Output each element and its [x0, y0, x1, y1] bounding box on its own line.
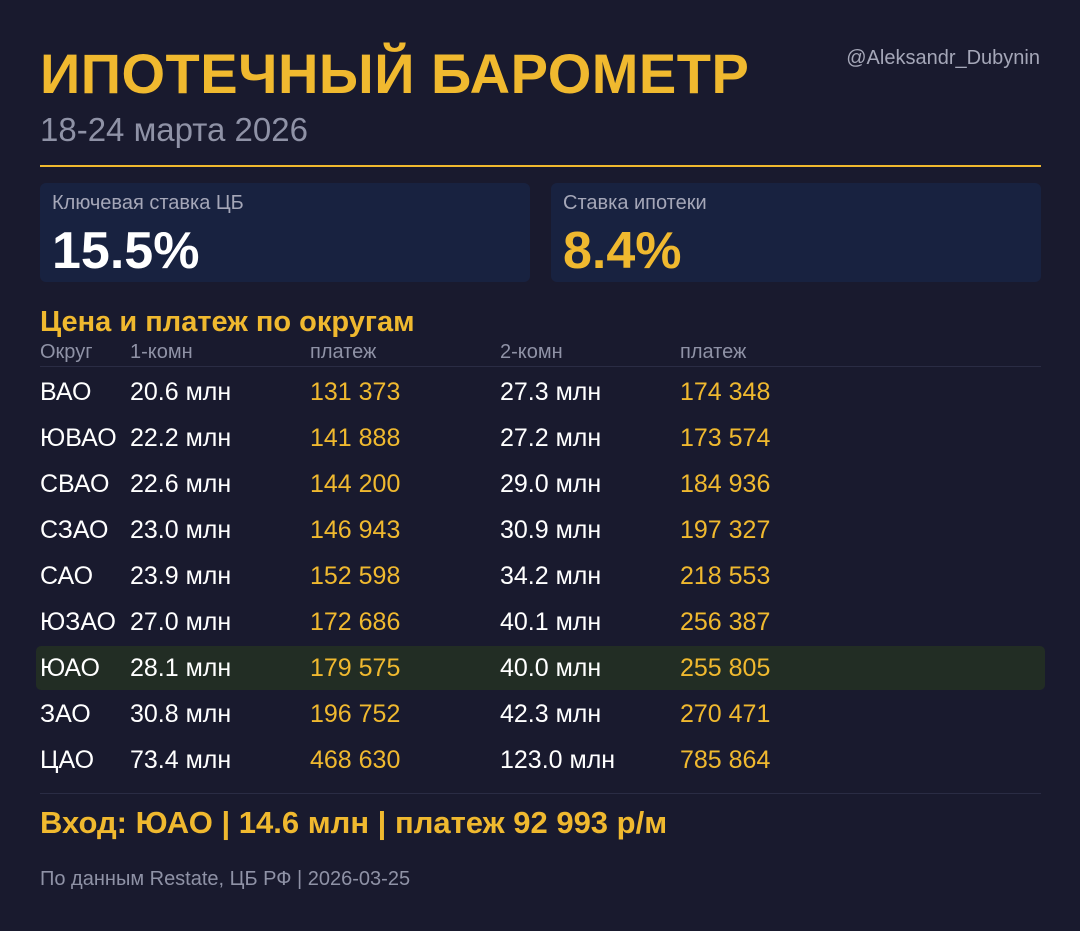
payment-2room-cell: 270 471 — [680, 700, 771, 728]
payment-1room-cell: 146 943 — [310, 516, 401, 544]
key-rate-label: Ключевая ставка ЦБ — [52, 192, 244, 214]
table-row: СВАО 22.6 млн 144 200 29.0 млн 184 936 — [36, 462, 1045, 506]
price-1room-cell: 30.8 млн — [130, 700, 232, 728]
price-1room-cell: 20.6 млн — [130, 378, 232, 406]
payment-1room-cell: 179 575 — [310, 654, 401, 682]
author-handle: @Aleksandr_Dubynin — [846, 47, 1040, 69]
table-row: ВАО 20.6 млн 131 373 27.3 млн 174 348 — [36, 370, 1045, 414]
payment-2room-cell: 197 327 — [680, 516, 771, 544]
mortgage-rate-card: Ставка ипотеки 8.4% — [551, 183, 1041, 282]
table-row: ЮВАО 22.2 млн 141 888 27.2 млн 173 574 — [36, 416, 1045, 460]
price-1room-cell: 73.4 млн — [130, 746, 232, 774]
price-2room-cell: 34.2 млн — [500, 562, 602, 590]
key-rate-card: Ключевая ставка ЦБ 15.5% — [40, 183, 530, 282]
payment-1room-cell: 144 200 — [310, 470, 401, 498]
district-cell: САО — [40, 562, 94, 590]
table-row: ЦАО 73.4 млн 468 630 123.0 млн 785 864 — [36, 738, 1045, 782]
payment-1room-cell: 196 752 — [310, 700, 401, 728]
payment-2room-cell: 785 864 — [680, 746, 771, 774]
payment-2room-cell: 174 348 — [680, 378, 771, 406]
district-cell: ВАО — [40, 378, 92, 406]
table-row: ЮЗАО 27.0 млн 172 686 40.1 млн 256 387 — [36, 600, 1045, 644]
header-divider — [40, 165, 1041, 167]
price-2room-cell: 27.2 млн — [500, 424, 602, 452]
price-1room-cell: 23.0 млн — [130, 516, 232, 544]
price-1room-cell: 22.2 млн — [130, 424, 232, 452]
mortgage-rate-value: 8.4% — [563, 222, 682, 280]
price-1room-cell: 28.1 млн — [130, 654, 232, 682]
district-cell: ЮЗАО — [40, 608, 116, 636]
price-2room-cell: 42.3 млн — [500, 700, 602, 728]
payment-1room-cell: 131 373 — [310, 378, 401, 406]
table-row: ЮАО 28.1 млн 179 575 40.0 млн 255 805 — [36, 646, 1045, 690]
entry-summary: Вход: ЮАО | 14.6 млн | платеж 92 993 р/м — [40, 805, 668, 840]
payment-2room-cell: 218 553 — [680, 562, 771, 590]
price-1room-cell: 23.9 млн — [130, 562, 232, 590]
payment-1room-cell: 152 598 — [310, 562, 401, 590]
mortgage-rate-label: Ставка ипотеки — [563, 192, 707, 214]
source-footer: По данным Restate, ЦБ РФ | 2026-03-25 — [40, 868, 411, 890]
district-cell: ЗАО — [40, 700, 91, 728]
table-divider — [40, 793, 1041, 794]
payment-2room-cell: 173 574 — [680, 424, 771, 452]
payment-1room-cell: 141 888 — [310, 424, 401, 452]
payment-2room-cell: 255 805 — [680, 654, 771, 682]
payment-2room-cell: 256 387 — [680, 608, 771, 636]
table-header: Округ 1-комн платеж 2-комн платеж — [40, 340, 1041, 367]
district-cell: ЮАО — [40, 654, 100, 682]
payment-1room-cell: 468 630 — [310, 746, 401, 774]
price-2room-cell: 123.0 млн — [500, 746, 616, 774]
header-district: Округ — [40, 341, 93, 363]
date-range-subtitle: 18-24 марта 2026 — [40, 111, 308, 148]
header-price-1room: 1-комн — [130, 341, 193, 363]
payment-2room-cell: 184 936 — [680, 470, 771, 498]
header-payment-2room: платеж — [680, 341, 747, 363]
price-2room-cell: 30.9 млн — [500, 516, 602, 544]
header-price-2room: 2-комн — [500, 341, 563, 363]
district-cell: ЮВАО — [40, 424, 117, 452]
price-2room-cell: 27.3 млн — [500, 378, 602, 406]
table-row: ЗАО 30.8 млн 196 752 42.3 млн 270 471 — [36, 692, 1045, 736]
district-cell: ЦАО — [40, 746, 95, 774]
district-cell: СВАО — [40, 470, 110, 498]
payment-1room-cell: 172 686 — [310, 608, 401, 636]
table-section-title: Цена и платеж по округам — [40, 306, 415, 338]
price-1room-cell: 27.0 млн — [130, 608, 232, 636]
price-1room-cell: 22.6 млн — [130, 470, 232, 498]
district-cell: СЗАО — [40, 516, 109, 544]
page-title: ИПОТЕЧНЫЙ БАРОМЕТР — [40, 42, 750, 105]
header-payment-1room: платеж — [310, 341, 377, 363]
table-row: САО 23.9 млн 152 598 34.2 млн 218 553 — [36, 554, 1045, 598]
table-row: СЗАО 23.0 млн 146 943 30.9 млн 197 327 — [36, 508, 1045, 552]
price-2room-cell: 40.1 млн — [500, 608, 602, 636]
key-rate-value: 15.5% — [52, 222, 200, 280]
price-2room-cell: 40.0 млн — [500, 654, 602, 682]
price-2room-cell: 29.0 млн — [500, 470, 602, 498]
